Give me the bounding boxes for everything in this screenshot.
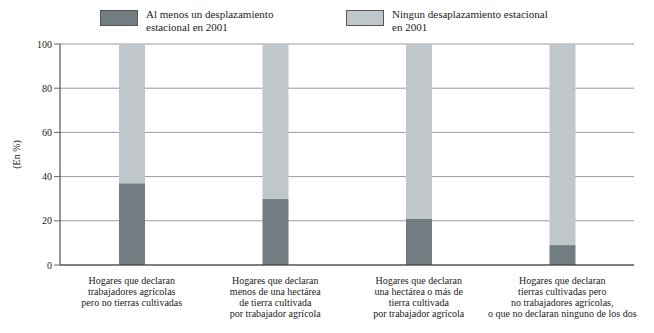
svg-text:100: 100 (37, 39, 52, 50)
svg-text:60: 60 (42, 127, 52, 138)
svg-text:40: 40 (42, 171, 52, 182)
svg-text:0: 0 (47, 260, 52, 271)
svg-text:20: 20 (42, 215, 52, 226)
svg-text:Hogares que declaranuna hectár: Hogares que declaranuna hectárea o más d… (373, 275, 465, 319)
svg-text:(En %): (En %) (11, 140, 23, 169)
svg-text:Hogares que declarantrabajador: Hogares que declarantrabajadores agrícol… (81, 275, 182, 308)
html-text:Al menos un desplazamiento est: Al menos un desplazamiento estacional en… (146, 8, 274, 33)
html-text:Ningun desaplazamiento estacio: Ningun desaplazamiento estacional en 200… (392, 8, 548, 33)
svg-text:Hogares que declarantierras cu: Hogares que declarantierras cultivadas p… (488, 275, 637, 319)
svg-text:Hogares que declaranmenos de u: Hogares que declaranmenos de una hectáre… (230, 275, 322, 319)
svg-text:80: 80 (42, 83, 52, 94)
